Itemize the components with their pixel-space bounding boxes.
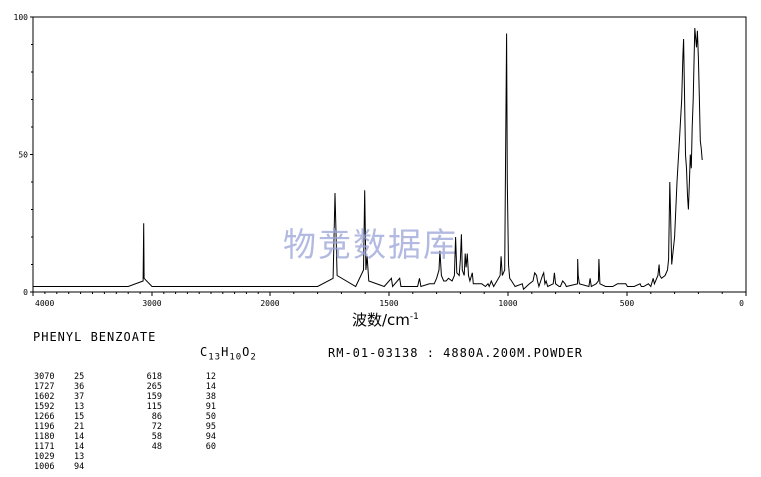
peak-row: 1180 14 xyxy=(34,432,104,442)
peak-table-column-1: 3070 25 1727 36 1602 37 1592 13 1266 15 1196 21 1180… xyxy=(34,372,104,472)
peak-intensity: 50 xyxy=(205,412,216,422)
peak-wavenumber: 1266 xyxy=(34,412,55,422)
watermark: 物竞数据库 xyxy=(283,225,458,264)
peak-intensity: 91 xyxy=(205,402,216,412)
peak-wavenumber: 72 xyxy=(151,422,162,432)
peak-intensity: 14 xyxy=(74,432,85,442)
peak-wavenumber: 618 xyxy=(146,372,162,382)
peak-row: 86 50 xyxy=(128,412,216,422)
x-axis-label-text: 波数/cm xyxy=(352,311,410,329)
peak-row: 1006 94 xyxy=(34,462,104,472)
peak-row: 3070 25 xyxy=(34,372,104,382)
x-tick-label: 1000 xyxy=(498,299,517,308)
formula-o-count: 2 xyxy=(250,352,257,363)
peak-row: 618 12 xyxy=(128,372,216,382)
peak-intensity: 12 xyxy=(205,372,216,382)
x-axis-label-superscript: -1 xyxy=(409,312,419,322)
peak-intensity: 15 xyxy=(74,412,85,422)
formula-h-count: 10 xyxy=(229,352,243,363)
peak-row: 1266 15 xyxy=(34,412,104,422)
peak-intensity: 13 xyxy=(74,452,85,462)
peak-wavenumber: 58 xyxy=(151,432,162,442)
formula-c-count: 13 xyxy=(208,352,222,363)
molecular-formula: C13H10O2 xyxy=(200,345,257,362)
compound-name: PHENYL BENZOATE xyxy=(33,330,157,344)
y-tick-label: 0 xyxy=(23,288,28,297)
peak-intensity: 60 xyxy=(205,442,216,452)
peak-intensity: 37 xyxy=(74,392,85,402)
peak-row: 1592 13 xyxy=(34,402,104,412)
peak-row: 265 14 xyxy=(128,382,216,392)
peak-wavenumber: 1592 xyxy=(34,402,55,412)
x-tick-label: 500 xyxy=(620,299,635,308)
peak-row: 1196 21 xyxy=(34,422,104,432)
x-tick-label: 3000 xyxy=(142,299,161,308)
peak-row: 115 91 xyxy=(128,402,216,412)
y-tick-label: 100 xyxy=(14,13,29,22)
peak-wavenumber: 265 xyxy=(146,382,162,392)
x-tick-label: 0 xyxy=(739,299,744,308)
peak-wavenumber: 3070 xyxy=(34,372,55,382)
x-axis-ticks: 4000 3000 2000 1500 1000 500 0 xyxy=(32,292,747,308)
peak-wavenumber: 1006 xyxy=(34,462,55,472)
x-tick-label: 1500 xyxy=(379,299,398,308)
x-axis-label: 波数/cm-1 xyxy=(352,309,419,330)
peak-wavenumber: 48 xyxy=(151,442,162,452)
peak-intensity: 14 xyxy=(74,442,85,452)
peak-row: 72 95 xyxy=(128,422,216,432)
spectrum-line xyxy=(33,27,703,291)
peak-wavenumber: 1602 xyxy=(34,392,55,402)
peak-wavenumber: 115 xyxy=(146,402,162,412)
peak-wavenumber: 159 xyxy=(146,392,162,402)
peak-intensity: 25 xyxy=(74,372,85,382)
peak-intensity: 94 xyxy=(205,432,216,442)
formula-h: H xyxy=(221,345,230,359)
peak-intensity: 14 xyxy=(205,382,216,392)
peak-intensity: 95 xyxy=(205,422,216,432)
peak-row: 58 94 xyxy=(128,432,216,442)
peak-row: 1029 13 xyxy=(34,452,104,462)
peak-wavenumber: 86 xyxy=(151,412,162,422)
peak-row: 1727 36 xyxy=(34,382,104,392)
formula-c: C xyxy=(200,345,209,359)
peak-row: 48 60 xyxy=(128,442,216,452)
y-tick-label: 50 xyxy=(18,151,28,160)
peak-wavenumber: 1029 xyxy=(34,452,55,462)
peak-wavenumber: 1171 xyxy=(34,442,55,452)
y-axis-ticks: 100 50 0 xyxy=(14,13,33,297)
peak-row: 159 38 xyxy=(128,392,216,402)
x-tick-label: 2000 xyxy=(260,299,279,308)
peak-intensity: 36 xyxy=(74,382,85,392)
sample-source: RM-01-03138 : 4880A.200M.POWDER xyxy=(328,346,583,360)
peak-table-column-2: 618 12 265 14 159 38 115 91 86 50 72 95 58 94 48 60 xyxy=(128,372,216,452)
formula-o: O xyxy=(242,345,251,359)
peak-intensity: 94 xyxy=(74,462,85,472)
peak-wavenumber: 1180 xyxy=(34,432,55,442)
x-tick-label: 4000 xyxy=(35,299,54,308)
peak-intensity: 13 xyxy=(74,402,85,412)
peak-row: 1602 37 xyxy=(34,392,104,402)
peak-wavenumber: 1196 xyxy=(34,422,55,432)
peak-intensity: 21 xyxy=(74,422,85,432)
peak-wavenumber: 1727 xyxy=(34,382,55,392)
peak-intensity: 38 xyxy=(205,392,216,402)
peak-row: 1171 14 xyxy=(34,442,104,452)
